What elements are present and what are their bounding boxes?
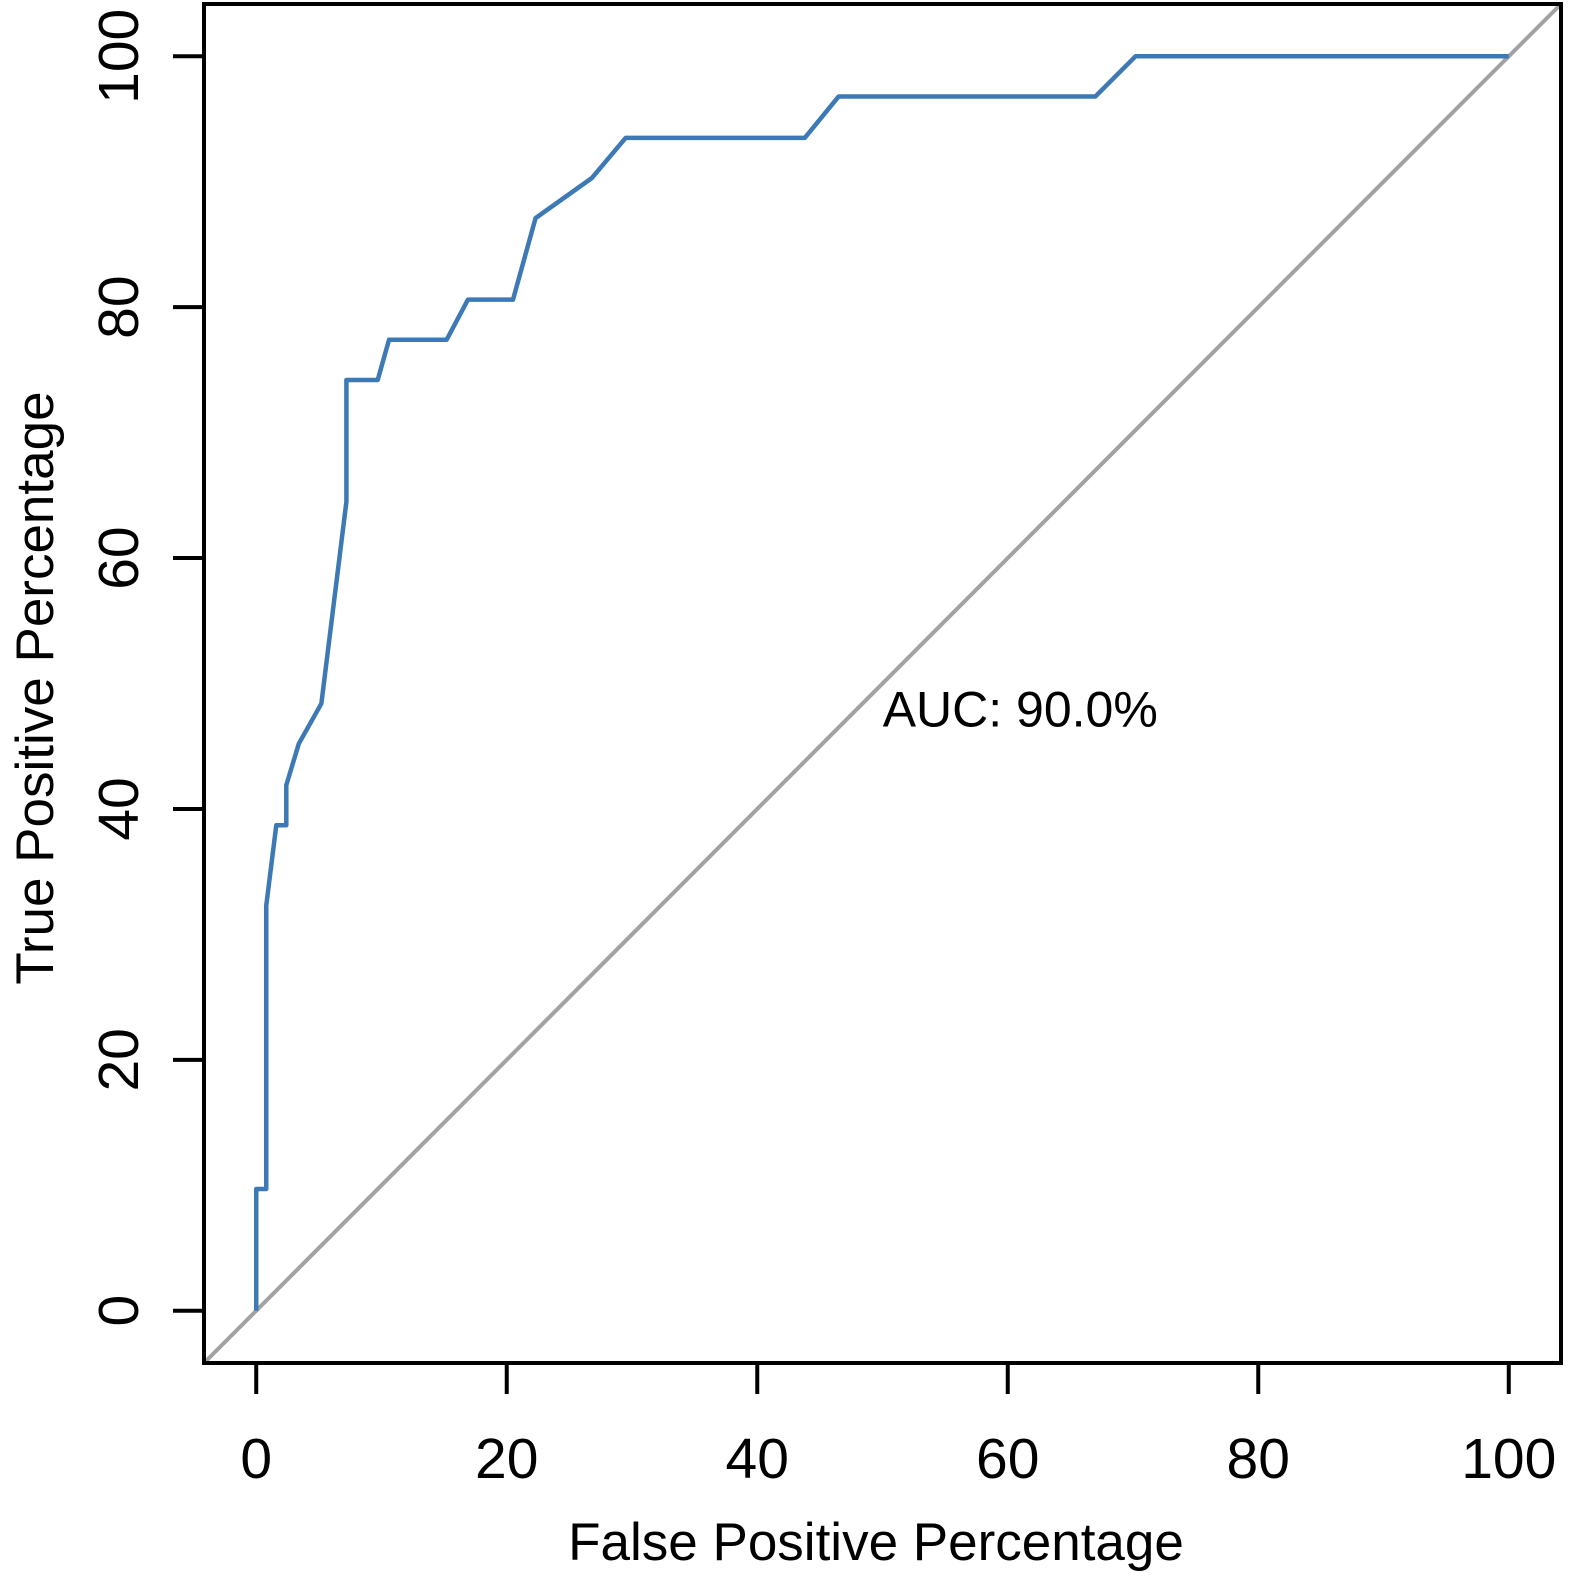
- y-axis-title: True Positive Percentage: [6, 391, 65, 984]
- auc-annotation: AUC: 90.0%: [883, 682, 1158, 738]
- x-tick-label: 0: [240, 1427, 272, 1491]
- y-tick-label: 60: [87, 526, 151, 589]
- chance-diagonal-line: [202, 2, 1563, 1365]
- y-tick-label: 0: [87, 1295, 151, 1327]
- x-axis-ticks: 0 20 40 60 80 100: [240, 1363, 1556, 1491]
- x-tick-label: 60: [976, 1427, 1039, 1491]
- x-axis-title: False Positive Percentage: [568, 1513, 1184, 1572]
- plot-box: [202, 2, 1563, 1365]
- y-tick-label: 40: [87, 777, 151, 840]
- roc-curve-line: [253, 54, 1509, 1311]
- x-tick-label: 20: [475, 1427, 538, 1491]
- x-tick-label: 100: [1461, 1427, 1556, 1491]
- y-tick-label: 20: [87, 1028, 151, 1091]
- y-tick-label: 80: [87, 275, 151, 338]
- x-tick-label: 80: [1227, 1427, 1290, 1491]
- x-tick-label: 40: [726, 1427, 789, 1491]
- y-tick-label: 100: [87, 9, 151, 104]
- y-axis-ticks: 0 20 40 60 80 100: [87, 9, 204, 1327]
